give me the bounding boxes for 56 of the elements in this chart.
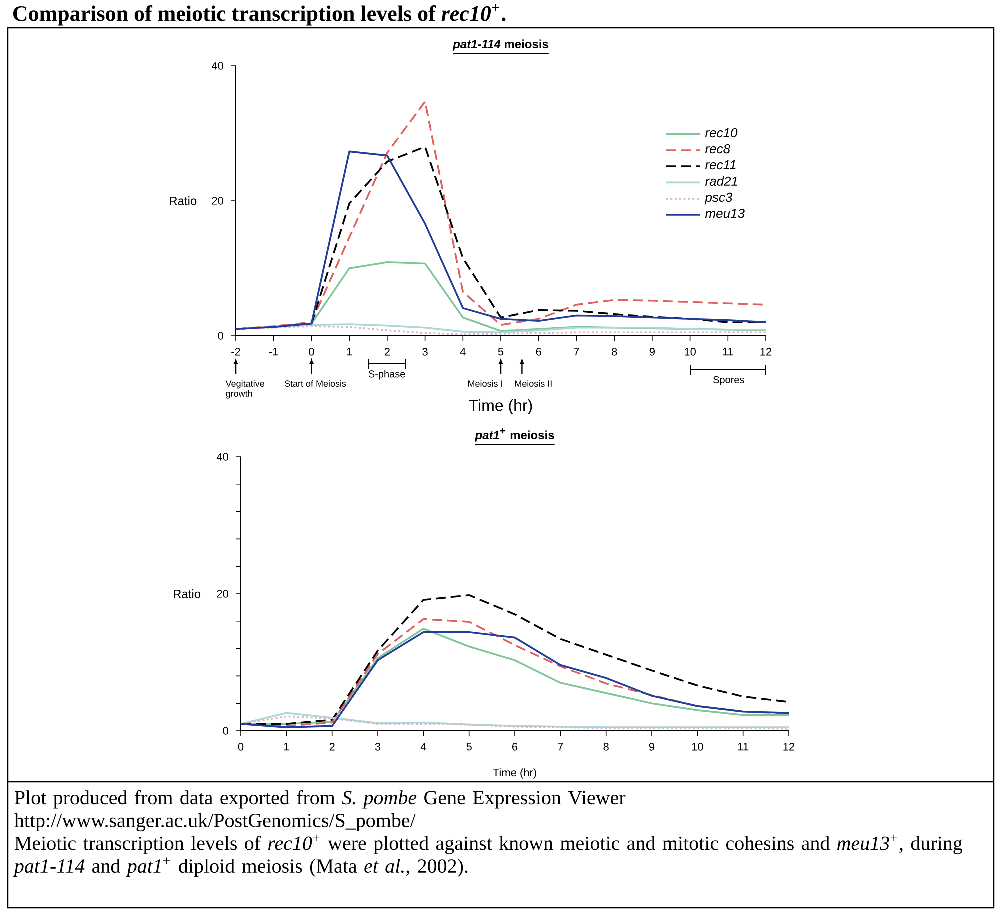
x-tick-label: 8 (604, 743, 609, 751)
y-tick-label: 0 (223, 727, 228, 735)
x-axis-title: Time (hr) (469, 400, 532, 414)
y-tick-label: 20 (212, 197, 224, 205)
x-tick-label: -2 (232, 348, 240, 356)
legend-label: rec10 (705, 128, 738, 138)
y-tick-label: 0 (218, 332, 224, 340)
chart-title: pat1$^{+}$ meiosis (474, 428, 554, 442)
x-tick-label: 12 (760, 348, 772, 356)
x-tick-label: 2 (330, 743, 335, 751)
x-tick-label: 10 (685, 348, 696, 356)
x-axis-title: Time (hr) (493, 768, 536, 779)
text: Start of Meiosis (284, 380, 346, 387)
x-tick-label: 3 (375, 743, 381, 751)
text: Meiosis II (515, 380, 552, 387)
text: Meiotic transcription levels of rec10$^{+}$ were plotted against known meiotic and mitotic cohesins and meu13$^{+}$, during pat1-114 and pat1$^{+}$ diploid meiosis (Mata et al., 2002). (13, 834, 963, 878)
x-tick-label: 8 (612, 348, 618, 356)
x-tick-label: 5 (498, 348, 504, 356)
x-tick-label: 0 (238, 743, 244, 751)
x-tick-label: 7 (574, 348, 580, 356)
x-tick-label: 6 (512, 743, 518, 751)
x-tick-label: 9 (650, 348, 655, 356)
y-axis-title: Ratio (174, 590, 201, 598)
legend-label: rec11 (705, 160, 736, 170)
chart-title: Comparison of meiotic transcription levels of rec10$^{+}$. (13, 4, 506, 26)
y-tick-label: 20 (217, 590, 228, 598)
text: S-phase (368, 370, 406, 380)
x-tick-label: 4 (460, 348, 466, 356)
x-tick-label: 4 (420, 743, 426, 751)
x-tick-label: 5 (466, 743, 472, 751)
x-tick-label: 7 (558, 743, 564, 751)
x-tick-label: 1 (284, 743, 290, 751)
y-tick-label: 40 (216, 453, 228, 461)
y-tick-label: 40 (212, 62, 224, 70)
x-tick-label: 3 (422, 348, 428, 356)
x-tick-label: 12 (784, 743, 795, 751)
x-tick-label: 2 (384, 348, 390, 356)
x-tick-label: 0 (309, 348, 314, 356)
legend-label: psc3 (704, 192, 733, 205)
text: Plot produced from data exported from S. pombe Gene Expression Viewer (14, 790, 626, 809)
chart-subtitle: pat1-114 meiosis (452, 40, 548, 51)
y-axis-title: Ratio (170, 196, 197, 206)
text: Vegitative growth (226, 380, 264, 399)
x-tick-label: 11 (738, 743, 749, 751)
legend-label: meu13 (705, 208, 745, 218)
x-tick-label: -1 (269, 348, 278, 356)
legend-label: rec8 (705, 144, 730, 154)
x-tick-label: 11 (723, 348, 734, 356)
x-tick-label: 9 (649, 743, 655, 751)
text: Meiosis I (468, 380, 502, 387)
text: Spores (714, 376, 744, 386)
legend-label: rad21 (705, 176, 738, 186)
x-tick-label: 1 (347, 348, 352, 356)
x-tick-label: 10 (692, 743, 704, 751)
x-tick-label: 6 (536, 348, 542, 356)
text: http://www.sanger.ac.uk/PostGenomics/S_pombe/ (14, 813, 416, 832)
